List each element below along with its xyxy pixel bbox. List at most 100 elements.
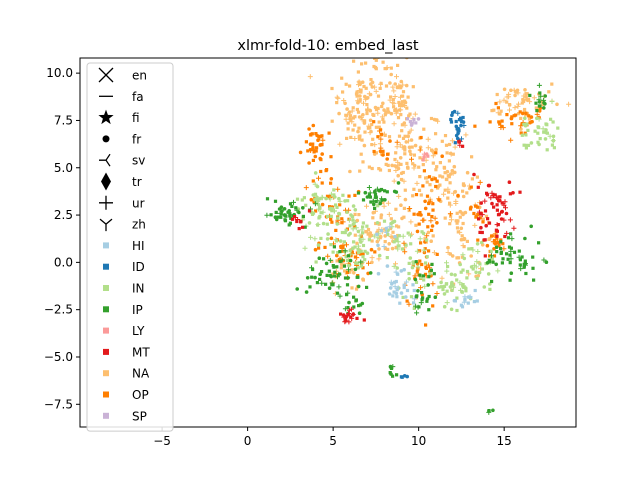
data-point — [320, 137, 326, 143]
data-point — [315, 146, 319, 150]
cluster-OP — [456, 179, 485, 242]
data-point — [370, 122, 374, 127]
data-point — [336, 216, 340, 220]
cluster-IN — [295, 171, 356, 251]
data-point — [397, 244, 401, 248]
data-point — [427, 275, 431, 279]
data-point — [507, 245, 512, 249]
data-point — [415, 269, 419, 273]
data-point — [492, 247, 496, 251]
data-point — [352, 240, 356, 244]
data-point — [520, 101, 524, 105]
data-point — [407, 206, 413, 211]
data-point — [504, 230, 510, 236]
x-tick-label: 10 — [411, 434, 426, 448]
data-point — [486, 272, 491, 276]
data-point — [364, 86, 368, 90]
data-point — [426, 230, 431, 235]
data-point — [506, 94, 512, 100]
data-point — [353, 225, 359, 231]
data-point — [335, 265, 339, 269]
data-point — [353, 193, 357, 197]
data-point — [381, 153, 385, 157]
data-point — [536, 131, 540, 135]
data-point — [327, 196, 333, 202]
data-point — [402, 215, 406, 219]
data-point — [329, 181, 333, 185]
data-point — [340, 217, 344, 221]
data-point — [357, 311, 362, 316]
data-point — [398, 104, 402, 108]
data-point — [377, 120, 381, 124]
cluster-IN — [312, 196, 396, 270]
legend-label: LY — [132, 324, 145, 338]
data-point — [374, 125, 378, 129]
data-point — [404, 295, 408, 299]
data-point — [476, 185, 480, 189]
data-point — [439, 275, 445, 281]
data-point — [474, 270, 478, 275]
data-point — [473, 288, 477, 293]
data-point — [468, 295, 473, 300]
data-point — [495, 203, 499, 207]
data-point — [345, 293, 349, 297]
data-point — [386, 211, 392, 217]
data-point — [507, 217, 513, 223]
data-point — [361, 225, 365, 229]
data-point — [363, 190, 368, 195]
legend-item-IN: IN — [103, 282, 145, 296]
data-point — [432, 117, 437, 122]
data-point — [446, 196, 450, 200]
data-point — [343, 199, 347, 203]
data-point — [397, 134, 402, 138]
data-point — [378, 168, 383, 172]
data-point — [455, 296, 459, 300]
data-point — [341, 98, 347, 103]
data-point — [342, 240, 346, 244]
cluster-IP — [388, 364, 399, 378]
data-point — [425, 145, 431, 151]
data-point — [508, 137, 514, 143]
data-point — [524, 271, 528, 276]
data-point — [359, 227, 365, 233]
data-point — [319, 236, 323, 240]
legend-item-HI: HI — [103, 239, 145, 253]
data-point — [537, 109, 542, 113]
data-point — [401, 94, 405, 98]
data-point — [497, 120, 501, 124]
data-point — [516, 254, 522, 260]
data-point — [363, 249, 367, 253]
data-point — [424, 261, 428, 265]
data-point — [441, 191, 447, 197]
data-point — [279, 215, 283, 219]
data-point — [355, 316, 359, 320]
data-point — [517, 112, 521, 116]
data-point — [366, 227, 371, 232]
data-point — [422, 155, 426, 159]
data-point — [505, 113, 509, 117]
cluster-IP — [337, 290, 365, 316]
data-point — [494, 195, 500, 201]
data-point — [479, 212, 485, 218]
cluster-IP — [528, 82, 547, 113]
y-tick-label: 2.5 — [54, 208, 73, 222]
data-point — [295, 219, 299, 224]
data-point — [348, 251, 354, 257]
data-point — [403, 100, 408, 105]
data-point — [287, 223, 291, 227]
data-point — [302, 196, 306, 200]
data-point — [366, 232, 370, 236]
data-point — [531, 255, 535, 259]
data-point — [429, 188, 434, 193]
data-point — [346, 199, 350, 203]
data-point — [369, 255, 375, 261]
data-point — [307, 161, 311, 165]
data-point — [394, 207, 398, 211]
data-point — [392, 240, 396, 244]
data-point — [463, 132, 469, 138]
data-point — [329, 155, 333, 159]
data-point — [344, 82, 348, 86]
data-point — [286, 210, 290, 214]
data-point — [420, 291, 424, 295]
data-point — [329, 236, 334, 241]
